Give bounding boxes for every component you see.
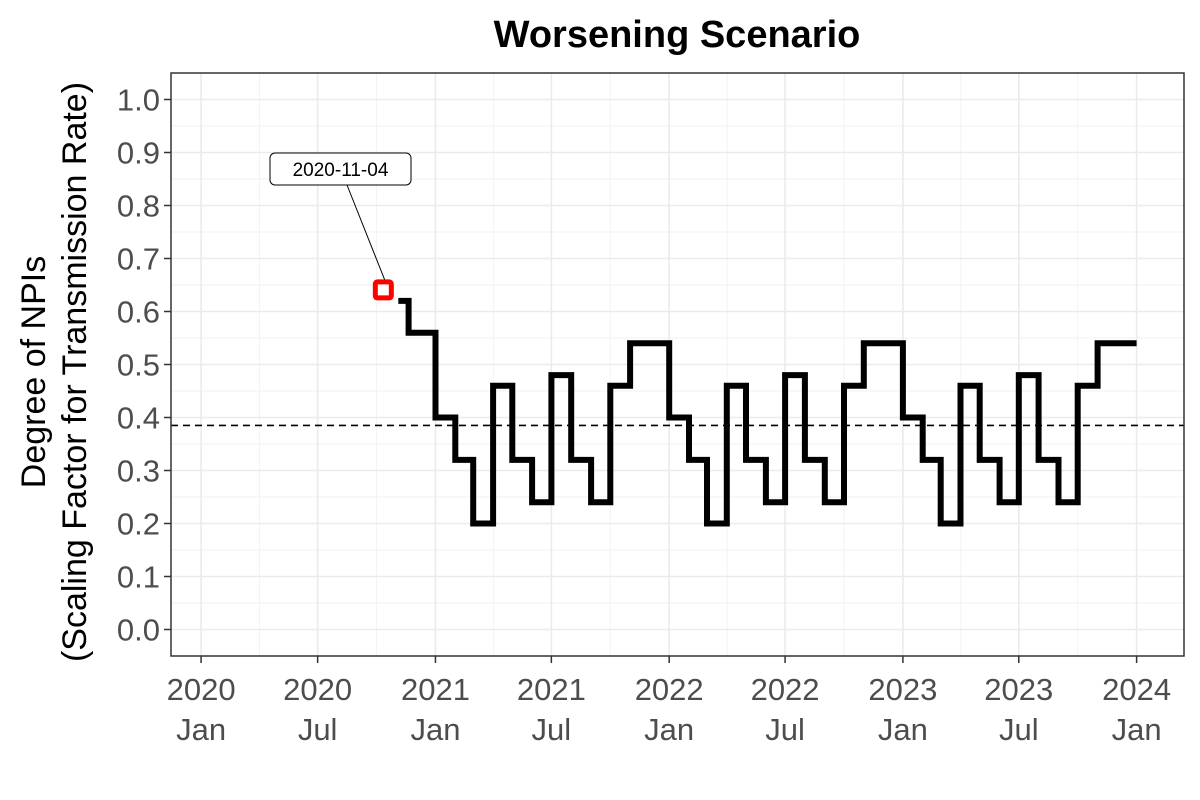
y-tick-label: 0.1 — [117, 560, 160, 595]
y-axis-label-line2: (Scaling Factor for Transmission Rate) — [56, 82, 94, 662]
x-axis-ticks: 2020 Jan 2020 Jul 2021 Jan 2021 Jul 2022 Jan 2022 J… — [167, 656, 1171, 747]
x-tick-label-year: 2021 — [517, 672, 586, 707]
x-tick-label-year: 2023 — [868, 672, 937, 707]
x-tick-label-month: Jan — [644, 712, 694, 747]
annotation-leader — [346, 184, 387, 285]
x-tick-label-year: 2023 — [984, 672, 1053, 707]
annotation-box — [269, 152, 412, 186]
annotation-marker — [372, 279, 394, 301]
x-tick-label-year: 2020 — [283, 672, 352, 707]
x-tick-label-year: 2024 — [1102, 672, 1171, 707]
y-tick-label: 0.3 — [117, 454, 160, 489]
y-tick-label: 0.7 — [117, 242, 160, 277]
y-axis-label-line1: Degree of NPIs — [15, 256, 53, 488]
y-tick-label: 0.8 — [117, 189, 160, 224]
x-tick-label-month: Jan — [410, 712, 460, 747]
x-tick-label-year: 2022 — [635, 672, 704, 707]
y-tick-label: 0.2 — [117, 507, 160, 542]
chart-title: Worsening Scenario — [494, 14, 861, 56]
x-tick-label-month: Jul — [298, 712, 338, 747]
y-tick-label: 0.4 — [117, 401, 160, 436]
x-tick-label-month: Jul — [999, 712, 1039, 747]
series-line-0 — [398, 297, 1137, 527]
annotation-label: 2020-11-04 — [293, 160, 389, 181]
x-tick-label-year: 2021 — [401, 672, 470, 707]
x-tick-label-month: Jul — [532, 712, 572, 747]
x-tick-label-month: Jul — [765, 712, 805, 747]
x-tick-label-year: 2020 — [167, 672, 236, 707]
y-tick-label: 0.6 — [117, 295, 160, 330]
y-axis-label: Degree of NPIs (Scaling Factor for Trans… — [15, 82, 94, 662]
y-tick-label: 1.0 — [117, 83, 160, 118]
y-tick-label: 0.5 — [117, 348, 160, 383]
series-layer — [398, 297, 1137, 527]
annotation-layer: 2020-11-04 — [269, 152, 412, 301]
y-axis-ticks: 0.0 0.1 0.2 0.3 0.4 0.5 0.6 0.7 0.8 0.9 1.0 — [117, 83, 171, 648]
y-tick-label: 0.0 — [117, 613, 160, 648]
x-tick-label-month: Jan — [1112, 712, 1162, 747]
x-tick-label-month: Jan — [878, 712, 928, 747]
y-tick-label: 0.9 — [117, 136, 160, 171]
x-tick-label-month: Jan — [176, 712, 226, 747]
x-tick-label-year: 2022 — [751, 672, 820, 707]
